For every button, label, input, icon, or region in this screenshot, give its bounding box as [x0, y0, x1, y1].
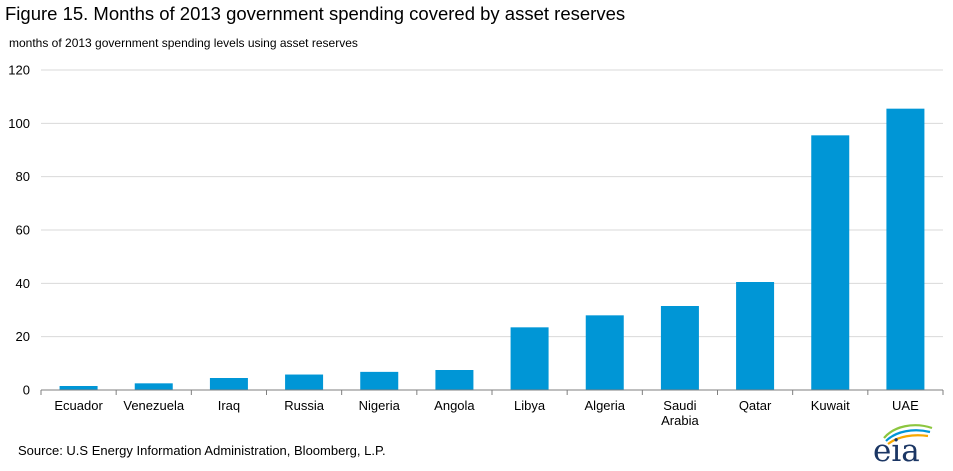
y-tick-label: 120 [8, 63, 30, 78]
x-tick-label: UAE [892, 398, 919, 413]
y-axis-ticks: 0 20 40 60 80 100 120 [8, 63, 30, 398]
bar [811, 135, 850, 390]
x-tick-label: Algeria [585, 398, 626, 413]
bar [435, 370, 474, 390]
y-tick-label: 60 [16, 223, 30, 238]
y-tick-label: 0 [23, 383, 30, 398]
logo-text: eia [873, 433, 920, 469]
x-tick-label: Qatar [739, 398, 772, 413]
bars [59, 108, 925, 391]
bar [360, 371, 399, 390]
eia-logo-icon [883, 424, 933, 445]
x-tick-label: Venezuela [123, 398, 184, 413]
x-tick-label: Libya [514, 398, 546, 413]
bar [585, 315, 624, 390]
x-tick-label: Arabia [661, 413, 699, 428]
gridlines [41, 69, 943, 338]
y-tick-label: 40 [16, 276, 30, 291]
y-tick-label: 20 [16, 329, 30, 344]
x-tick-label: Saudi [663, 398, 696, 413]
y-axis-label: months of 2013 government spending level… [9, 36, 358, 50]
x-tick-label: Iraq [218, 398, 240, 413]
bar [886, 108, 925, 391]
y-tick-label: 80 [16, 169, 30, 184]
bar [660, 306, 699, 390]
x-axis [40, 389, 944, 395]
y-tick-label: 100 [8, 116, 30, 131]
bar [59, 386, 98, 390]
bar [134, 383, 173, 390]
x-tick-label: Nigeria [359, 398, 401, 413]
x-tick-label: Kuwait [811, 398, 850, 413]
chart-title: Figure 15. Months of 2013 government spe… [5, 3, 626, 24]
bar [209, 378, 248, 390]
x-axis-labels: Ecuador Venezuela Iraq Russia Nigeria Angola L… [54, 398, 919, 428]
x-tick-label: Russia [284, 398, 325, 413]
bar [285, 374, 324, 390]
bar [736, 282, 775, 390]
x-tick-label: Ecuador [54, 398, 103, 413]
x-tick-label: Angola [434, 398, 475, 413]
bar [510, 327, 549, 390]
source-note: Source: U.S Energy Information Administr… [18, 443, 386, 458]
